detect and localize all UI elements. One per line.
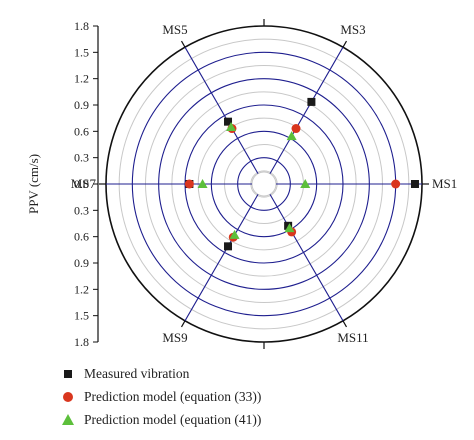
radial-tick-label: 0.3: [74, 151, 89, 165]
square-marker-icon: [64, 369, 72, 378]
spoke-line: [269, 46, 344, 174]
radial-tick-label: 0.6: [74, 124, 89, 138]
point-circle-ms3: [291, 124, 301, 134]
legend-label: Prediction model (equation (33)): [84, 388, 262, 404]
point-triangle-ms7: [197, 179, 208, 188]
legend-item-square: Measured vibration: [60, 362, 460, 385]
point-square-ms5: [224, 117, 233, 126]
legend: Measured vibration Prediction model (equa…: [60, 362, 460, 431]
point-square-ms9: [224, 242, 233, 251]
spoke-label-ms3: MS3: [340, 22, 365, 37]
y-axis-label: PPV (cm/s): [26, 154, 41, 214]
radial-tick-label: 1.8: [74, 335, 89, 349]
legend-label: Prediction model (equation (41)): [84, 411, 262, 427]
spoke-label-ms7: MS7: [71, 176, 97, 191]
radial-tick-label: 1.2: [74, 282, 89, 296]
spoke-line: [184, 194, 259, 322]
radial-tick-label: 1.8: [74, 19, 89, 33]
radial-tick-label: 0.9: [74, 98, 89, 112]
radial-tick-label: 1.5: [74, 45, 89, 59]
legend-item-circle: Prediction model (equation (33)): [60, 385, 460, 408]
point-square-ms1: [410, 180, 419, 188]
radial-tick-label: 0.0: [74, 177, 89, 191]
data-points: [184, 97, 419, 251]
spoke-tick: [180, 40, 186, 48]
point-triangle-ms11: [284, 223, 295, 233]
point-triangle-ms1: [300, 179, 311, 188]
radial-axis: 1.8 1.5 1.2 0.9 0.6 0.3 0.0 0.3 0.6 0.9 1.2 1.5 1.8: [74, 19, 99, 349]
circle-marker-icon: [63, 391, 73, 402]
radial-tick-label: 0.6: [74, 230, 89, 244]
legend-label: Measured vibration: [84, 365, 190, 381]
center-hole: [251, 171, 277, 197]
point-triangle-ms9: [229, 229, 240, 239]
radial-tick-label: 0.3: [74, 203, 89, 217]
point-triangle-ms5: [226, 121, 237, 131]
spoke-tick: [180, 320, 186, 328]
spoke-tick: [342, 40, 348, 48]
radial-tick-label: 0.9: [74, 256, 89, 270]
point-circle-ms1: [391, 179, 401, 189]
triangle-marker-icon: [62, 413, 74, 425]
spoke-label-ms5: MS5: [162, 22, 187, 37]
spokes: MS1 MS3 MS5 MS7 MS9 MS11: [71, 19, 457, 349]
point-square-ms3: [307, 97, 316, 106]
spoke-tick: [342, 320, 348, 328]
radial-tick-label: 1.5: [74, 309, 89, 323]
point-triangle-ms3: [286, 131, 297, 141]
radial-tick-label: 1.2: [74, 72, 89, 86]
polar-chart: MS1 MS3 MS5 MS7 MS9 MS11 1.8 1.5 1.2 0.9 0.6 0.3 0.…: [26, 19, 457, 349]
spoke-label-ms11: MS11: [337, 330, 368, 345]
spoke-line: [269, 194, 344, 322]
legend-item-triangle: Prediction model (equation (41)): [60, 408, 460, 431]
point-circle-ms7: [184, 179, 194, 189]
spoke-label-ms1: MS1: [432, 176, 457, 191]
spoke-line: [184, 46, 259, 174]
spoke-label-ms9: MS9: [162, 330, 187, 345]
